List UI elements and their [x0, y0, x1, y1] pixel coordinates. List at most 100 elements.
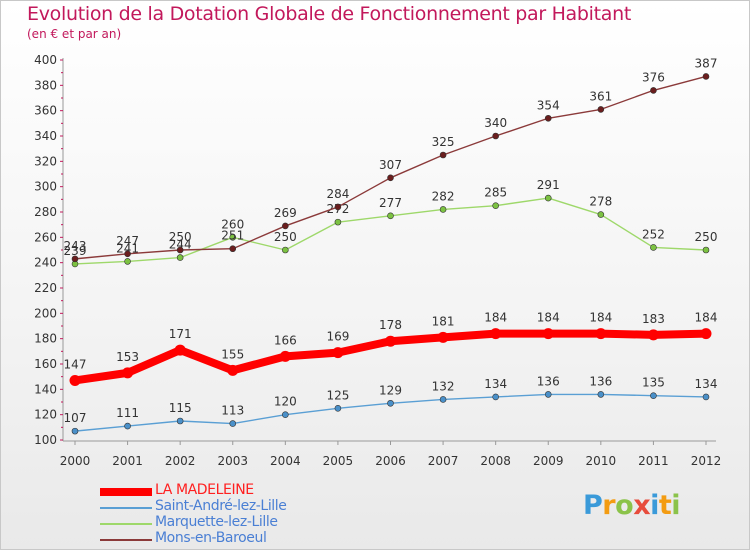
- data-point: [124, 250, 131, 258]
- data-point: [492, 132, 499, 140]
- y-tick-label: 340: [34, 129, 57, 143]
- data-point: [650, 87, 657, 94]
- y-tick-label: 260: [34, 230, 57, 244]
- data-point: [279, 350, 291, 362]
- data-label: 115: [169, 401, 192, 415]
- data-label: 361: [589, 89, 612, 103]
- data-label: 166: [274, 333, 297, 347]
- y-tick-label: 380: [34, 78, 57, 92]
- legend-item: LA MADELEINE: [100, 482, 400, 500]
- y-tick-label: 120: [34, 408, 57, 422]
- y-tick-label: 200: [34, 306, 57, 320]
- data-point: [71, 427, 79, 435]
- legend-swatch: [100, 488, 152, 496]
- data-label: 252: [642, 227, 665, 241]
- data-label: 132: [432, 379, 455, 393]
- line-chart: 100 120 140 160 180 200 220 240 260 280 300 320 340 3…: [34, 53, 721, 468]
- x-tick-label: 2001: [112, 454, 143, 468]
- data-label: 243: [64, 239, 87, 253]
- legend-item: Mons-en-Baroeul: [100, 530, 400, 548]
- data-point: [702, 393, 710, 401]
- data-label: 387: [695, 56, 718, 70]
- data-label: 153: [116, 350, 139, 364]
- data-label: 120: [274, 395, 297, 409]
- data-point: [176, 254, 184, 261]
- data-label: 184: [537, 311, 560, 325]
- data-label: 239: [64, 244, 87, 258]
- y-tick-label: 160: [34, 357, 57, 371]
- data-point: [334, 218, 342, 226]
- y-tick-label: 180: [34, 332, 57, 346]
- data-point: [702, 246, 710, 254]
- data-label: 155: [221, 347, 244, 361]
- data-point: [332, 347, 344, 359]
- data-point: [229, 234, 237, 241]
- data-point: [492, 202, 499, 209]
- data-label: 376: [642, 70, 665, 84]
- data-label: 241: [116, 241, 139, 255]
- data-point: [229, 420, 237, 427]
- data-label: 325: [432, 135, 455, 149]
- data-point: [650, 392, 657, 399]
- data-label: 125: [326, 388, 349, 402]
- data-point: [229, 245, 237, 253]
- legend-label: Mons-en-Baroeul: [155, 530, 267, 546]
- legend-item: Saint-André-lez-Lille: [100, 498, 400, 516]
- data-point: [544, 194, 552, 202]
- x-tick-label: 2008: [480, 454, 511, 468]
- data-label: 113: [221, 404, 244, 418]
- data-label: 107: [64, 411, 87, 425]
- data-point: [387, 174, 394, 182]
- data-label: 247: [116, 234, 139, 248]
- data-point: [544, 114, 552, 122]
- data-point: [174, 344, 186, 356]
- data-label: 251: [221, 229, 244, 243]
- data-point: [490, 328, 502, 340]
- data-label: 250: [274, 230, 297, 244]
- data-point: [647, 329, 659, 341]
- data-point: [124, 422, 131, 430]
- y-tick-label: 400: [34, 53, 57, 67]
- proxiti-logo: Proxiti: [583, 490, 681, 521]
- data-label: 129: [379, 383, 402, 397]
- x-tick-label: 2010: [586, 454, 617, 468]
- data-label: 134: [484, 377, 507, 391]
- data-point: [544, 391, 552, 398]
- y-tick-label: 360: [34, 104, 57, 118]
- legend-swatch: [100, 523, 152, 525]
- x-tick-label: 2007: [428, 454, 459, 468]
- y-tick-label: 240: [34, 256, 57, 270]
- x-tick-label: 2000: [60, 454, 91, 468]
- legend-swatch: [100, 539, 152, 541]
- legend-swatch: [100, 507, 152, 509]
- data-label: 291: [537, 178, 560, 192]
- legend-item: Marquette-lez-Lille: [100, 514, 400, 532]
- legend-label: LA MADELEINE: [155, 482, 254, 498]
- data-point: [227, 364, 239, 376]
- data-label: 169: [326, 330, 349, 344]
- data-label: 184: [695, 311, 718, 325]
- x-tick-label: 2006: [375, 454, 406, 468]
- data-point: [439, 396, 447, 403]
- data-point: [387, 399, 394, 407]
- data-label: 135: [642, 376, 665, 390]
- data-point: [700, 328, 712, 340]
- data-point: [124, 258, 131, 265]
- data-point: [702, 73, 710, 80]
- data-label: 244: [169, 238, 192, 252]
- data-label: 178: [379, 318, 402, 332]
- y-tick-label: 220: [34, 281, 57, 295]
- data-label: 111: [116, 406, 139, 420]
- data-point: [597, 391, 605, 398]
- data-label: 136: [537, 374, 560, 388]
- x-tick-label: 2005: [323, 454, 354, 468]
- data-label: 340: [484, 116, 507, 130]
- data-point: [176, 417, 184, 425]
- data-point: [71, 255, 79, 263]
- data-point: [176, 246, 184, 254]
- data-point: [387, 212, 394, 220]
- data-point: [282, 246, 289, 254]
- data-label: 250: [695, 230, 718, 244]
- data-label: 260: [221, 217, 244, 231]
